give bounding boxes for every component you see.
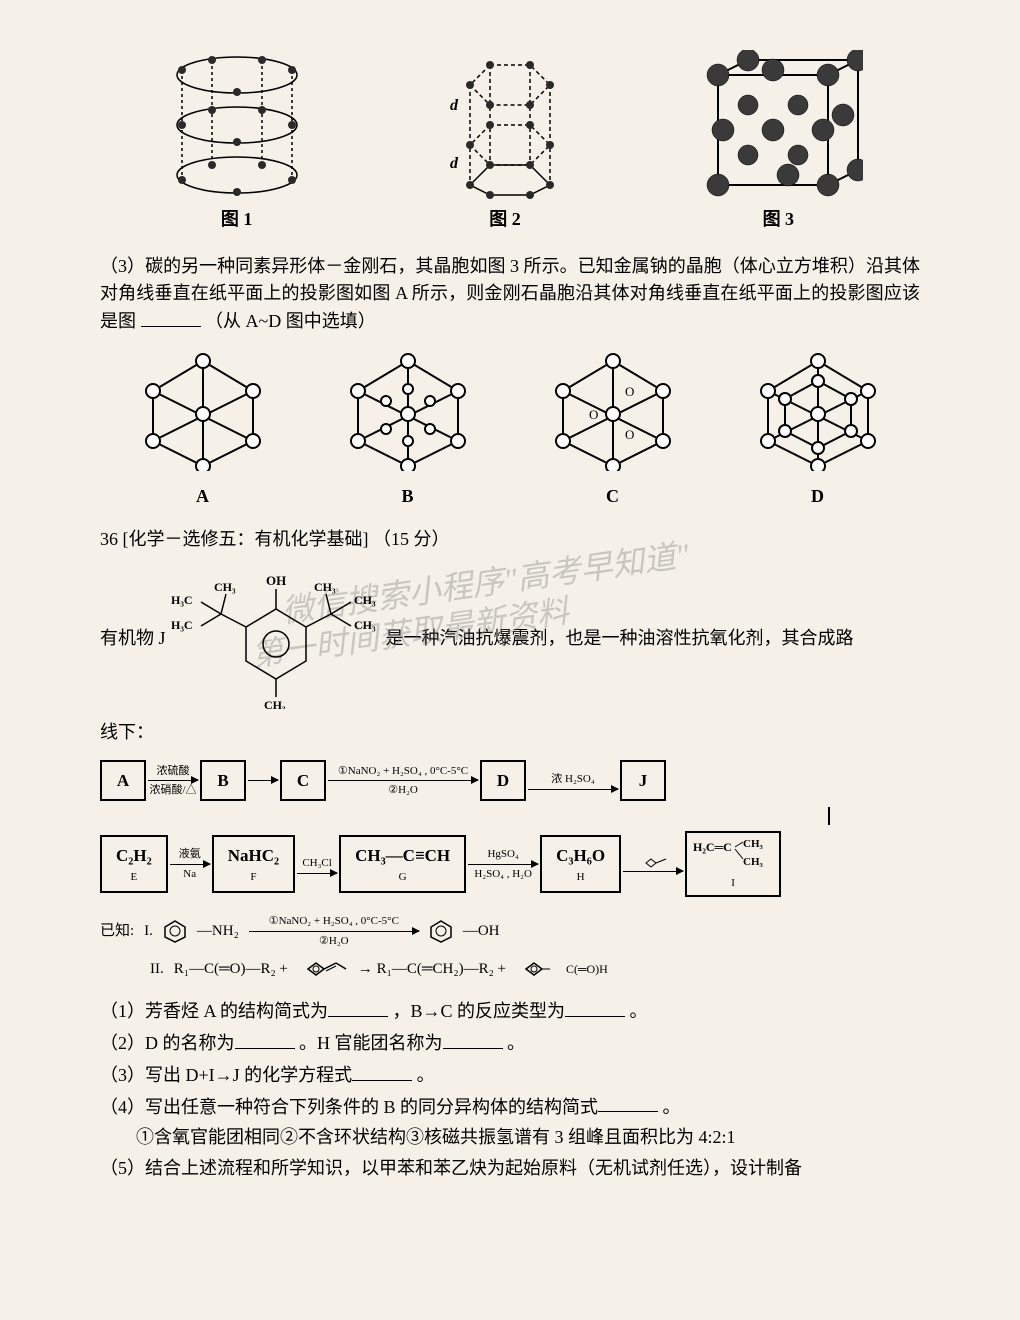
svg-text:d: d xyxy=(450,97,459,114)
arrow-1: 浓硫酸 浓硝酸/△ xyxy=(148,763,198,799)
svg-text:O: O xyxy=(589,407,598,422)
sub-q5: （5）结合上述流程和所学知识，以甲苯和苯乙炔为起始原料（无机试剂任选），设计制备 xyxy=(100,1155,920,1182)
flow-row-1: A 浓硫酸 浓硝酸/△ B C ①NaNO₂ + H₂SO₄ , 0°C-5°C… xyxy=(100,760,920,802)
box-i: H₂C═C CH₃ CH₃ I xyxy=(685,831,781,897)
sub-q4-detail: ①含氧官能团相同②不含环状结构③核磁共振氢谱有 3 组峰且面积比为 4:2:1 xyxy=(100,1124,920,1151)
sub-q4: （4）写出任意一种符合下列条件的 B 的同分异构体的结构简式 。 xyxy=(100,1093,920,1121)
box-h: C₃H₆O H xyxy=(540,835,621,893)
svg-text:OH: OH xyxy=(266,573,286,588)
crystal-figures-row: 图 1 d d 图 2 xyxy=(100,50,920,233)
hexagon-b-icon xyxy=(338,351,478,471)
svg-text:O: O xyxy=(625,384,634,399)
arrow-r2-4 xyxy=(623,856,683,872)
molecule-suffix: 是一种汽油抗爆震剂，也是一种油溶性抗氧化剂，其合成路 xyxy=(386,625,854,652)
known-II-2: → R₁—C(═CH₂)—R₂ + xyxy=(358,958,506,981)
graphite-structure-icon xyxy=(157,50,317,200)
figure-1: 图 1 xyxy=(157,50,317,233)
known-I: 已知: I. —NH₂ ①NaNO₂ + H₂SO₄ , 0°C-5°C ②H₂… xyxy=(100,913,920,949)
box-g: CH₃—C≡CH G xyxy=(339,835,466,893)
figure-2-label: 图 2 xyxy=(430,206,580,233)
known-I-right: —OH xyxy=(463,920,500,943)
benzene-icon-2 xyxy=(429,919,453,943)
known-I-left: —NH₂ xyxy=(197,920,239,943)
sub-q1: （1）芳香烃 A 的结构简式为 ，B→C 的反应类型为 。 xyxy=(100,997,920,1025)
svg-text:H₂C═C: H₂C═C xyxy=(693,840,732,854)
arrow-2 xyxy=(248,780,278,781)
box-c: C xyxy=(280,760,326,802)
arrow-3: ①NaNO₂ + H₂SO₄ , 0°C-5°C ②H₂O xyxy=(328,763,478,799)
q36-line2: 线下： xyxy=(100,719,920,746)
box-a: A xyxy=(100,760,146,802)
vertical-connector xyxy=(828,807,830,825)
figure-1-label: 图 1 xyxy=(157,206,317,233)
q36-header: 36 [化学－选修五：有机化学基础] （15 分） xyxy=(100,526,920,553)
proj-a-label: A xyxy=(133,483,273,510)
hexagon-c-icon: O O O xyxy=(543,351,683,471)
isobutene-icon: H₂C═C CH₃ CH₃ xyxy=(693,837,773,869)
known-II-cho: C(═O)H xyxy=(566,960,608,978)
box-j: J xyxy=(620,760,666,802)
hexagon-d-icon xyxy=(748,351,888,471)
hexagon-a-icon xyxy=(133,351,273,471)
projection-a: A xyxy=(133,351,273,510)
figure-3: 图 3 xyxy=(693,50,863,233)
svg-text:CH₃: CH₃ xyxy=(743,838,764,850)
svg-text:O: O xyxy=(625,427,634,442)
svg-text:H₃C: H₃C xyxy=(171,593,193,607)
question-3-text: （3）碳的另一种同素异形体－金刚石，其晶胞如图 3 所示。已知金属钠的晶胞（体心… xyxy=(100,253,920,335)
svg-text:CH₃: CH₃ xyxy=(743,856,764,868)
proj-b-label: B xyxy=(338,483,478,510)
known-II-1: R₁—C(═O)—R₂ + xyxy=(174,958,288,981)
svg-text:CH₃: CH₃ xyxy=(354,593,376,607)
sub-q3: （3）写出 D+I→J 的化学方程式 。 xyxy=(100,1061,920,1089)
svg-text:CH₃: CH₃ xyxy=(354,618,376,632)
svg-text:CH₃: CH₃ xyxy=(214,580,236,594)
projection-c: O O O C xyxy=(543,351,683,510)
arrow-r2-2: CH₃Cl xyxy=(297,855,337,874)
proj-c-label: C xyxy=(543,483,683,510)
sub-q2: （2）D 的名称为 。H 官能团名称为 。 xyxy=(100,1029,920,1057)
molecule-j-structure: OH H₃C H₃C CH₃ CH₃ CH₃ CH₃ CH₃ xyxy=(166,569,386,709)
flow-row-2: C₂H₂ E 液氨 Na NaHC₂ F CH₃Cl CH₃—C≡CH G Hg… xyxy=(100,831,920,897)
projection-b: B xyxy=(338,351,478,510)
molecule-prefix: 有机物 J xyxy=(100,625,166,652)
known-label: 已知: xyxy=(100,920,134,943)
projection-d: D xyxy=(748,351,888,510)
molecule-j-row: 有机物 J OH H₃CH₃CCH₃ CH₃CH₃CH₃ CH₃ 是 xyxy=(100,569,920,709)
known-II: II. R₁—C(═O)—R₂ + → R₁—C(═CH₂)—R₂ + C(═O… xyxy=(100,957,920,981)
figure-3-label: 图 3 xyxy=(693,206,863,233)
diamond-cell-icon xyxy=(693,50,863,200)
box-e: C₂H₂ E xyxy=(100,835,168,893)
styrene-icon xyxy=(638,856,668,870)
svg-text:CH₃: CH₃ xyxy=(264,698,286,709)
arrow-4: 浓 H₂SO₄ xyxy=(528,771,618,790)
q3-blank xyxy=(141,307,201,327)
svg-text:H₃C: H₃C xyxy=(171,618,193,632)
arrow-r2-1: 液氨 Na xyxy=(170,846,210,882)
benzene-cho-icon xyxy=(516,957,556,981)
svg-text:d: d xyxy=(450,155,459,172)
proj-d-label: D xyxy=(748,483,888,510)
box-f: NaHC₂ F xyxy=(212,835,295,893)
benzene-icon xyxy=(163,919,187,943)
box-d: D xyxy=(480,760,526,802)
known-reactions: 已知: I. —NH₂ ①NaNO₂ + H₂SO₄ , 0°C-5°C ②H₂… xyxy=(100,913,920,981)
molecule-j-icon: OH H₃C H₃C CH₃ CH₃ CH₃ CH₃ CH₃ xyxy=(166,569,386,709)
q3-suffix: （从 A~D 图中选填） xyxy=(205,311,376,331)
known-II-pre: II. xyxy=(150,958,164,981)
arrow-r2-3: HgSO₄ H₂SO₄ , H₂O xyxy=(468,846,538,882)
hex-prism-icon: d d xyxy=(430,50,580,200)
projection-row: A B xyxy=(100,351,920,510)
box-b: B xyxy=(200,760,246,802)
figure-2: d d 图 2 xyxy=(430,50,580,233)
known-arrow: ①NaNO₂ + H₂SO₄ , 0°C-5°C ②H₂O xyxy=(249,913,419,949)
question-list: （1）芳香烃 A 的结构简式为 ，B→C 的反应类型为 。 （2）D 的名称为 … xyxy=(100,997,920,1182)
known-I-pre: I. xyxy=(144,920,153,943)
synthesis-flowchart: A 浓硫酸 浓硝酸/△ B C ①NaNO₂ + H₂SO₄ , 0°C-5°C… xyxy=(100,760,920,898)
styrene-icon-2 xyxy=(298,957,348,981)
svg-text:CH₃: CH₃ xyxy=(314,580,336,594)
